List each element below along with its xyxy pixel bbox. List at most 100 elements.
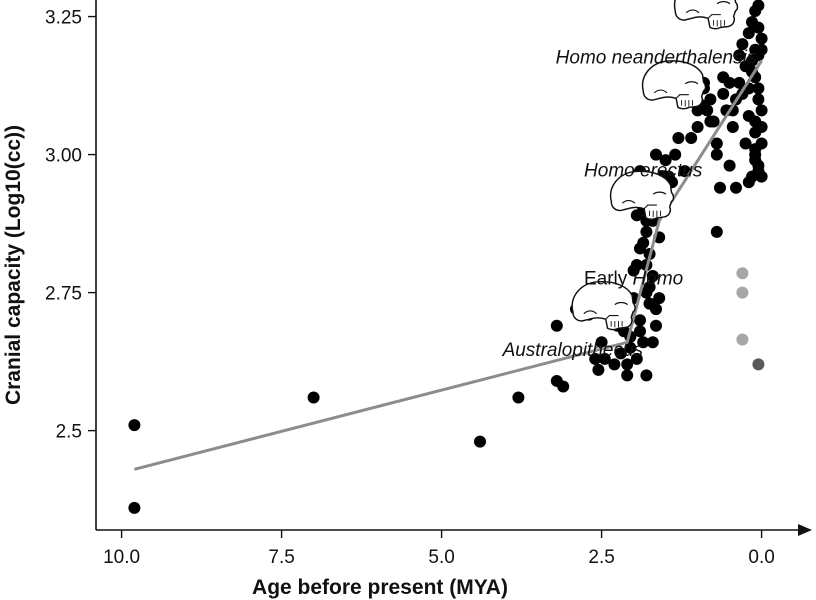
x-axis-title: Age before present (MYA) [252,576,508,599]
y-tick-label: 3.25 [45,8,82,29]
label-early-homo: Early Homo [584,268,683,289]
data-point [650,148,662,161]
data-point [736,38,749,51]
data-point [669,148,682,161]
data-point [640,369,653,382]
label-part: Homo [633,268,684,289]
data-point [752,0,765,12]
data-point [630,259,643,271]
x-tick-label: 2.5 [588,547,614,568]
data-point [742,109,755,122]
data-point [643,297,656,310]
data-point [474,435,486,448]
y-ticks: 2.5 2.75 3.00 3.25 [45,8,96,443]
data-point [710,148,723,161]
data-point [742,27,755,40]
data-point [714,181,726,194]
data-point [659,154,672,167]
label-homo-neanderthalensis: Homo neanderthalensis [556,47,757,68]
data-point [752,358,765,371]
data-point [646,336,659,349]
data-point [746,54,758,67]
homo-neanderthalensis-skull-icon [673,0,739,30]
data-point [128,501,141,514]
data-point [755,120,768,133]
data-point [512,391,525,404]
data-point [637,336,650,349]
data-point [736,333,749,346]
data-point [614,347,627,360]
data-point [550,319,563,332]
y-tick-label: 2.5 [56,422,82,443]
data-point [755,43,768,56]
data-point [624,341,637,354]
data-point [634,314,646,327]
data-point [749,154,762,167]
x-tick-label: 10.0 [103,547,140,568]
label-part: Homo erectus [584,161,703,182]
data-point [752,82,765,95]
data-point [726,120,739,133]
data-point [685,132,698,145]
data-point [630,352,643,365]
data-point [634,242,646,255]
x-tick-label: 5.0 [428,547,454,568]
data-point [672,132,685,145]
data-point [646,270,659,283]
data-point [755,170,768,183]
data-point [755,32,768,45]
label-part: Early [584,268,633,289]
x-axis-arrowhead [798,524,812,536]
data-point [701,104,714,117]
data-point [643,281,656,294]
data-point [723,76,736,89]
data-point [704,93,717,106]
label-part: Homo neanderthalensis [556,47,757,68]
x-tick-label: 0.0 [748,547,774,568]
data-point [653,292,666,305]
species-labels: Australopithecus Early Homo Homo erectus Ho… [502,47,757,361]
axes [95,0,812,536]
x-ticks: 10.0 7.5 5.0 2.5 0.0 [103,530,775,568]
trend-line [134,59,763,471]
data-point [733,49,746,62]
data-point [640,225,653,238]
data-point [307,391,320,404]
label-homo-erectus: Homo erectus [584,161,703,182]
data-point [589,352,602,365]
data-point [730,181,742,194]
data-point [691,120,704,133]
data-point [710,225,723,238]
data-point [717,87,730,100]
trend-line-layer [134,59,763,471]
data-point [723,159,736,172]
data-point [752,93,765,106]
data-point [128,419,141,432]
y-axis-title: Cranial capacity (Log10(cc)) [2,125,25,405]
data-point [726,104,739,117]
data-point [595,336,608,349]
x-tick-label: 7.5 [268,547,294,568]
data-point [598,352,611,365]
data-point [752,21,765,34]
data-point [650,319,662,332]
data-point [704,115,717,128]
data-point [736,286,749,299]
data-point [733,76,746,89]
data-point [736,267,749,280]
data-point [592,363,605,376]
data-point [557,380,570,393]
data-point [755,104,768,117]
data-point [634,325,646,338]
y-tick-label: 3.00 [45,146,82,167]
data-point [621,369,634,382]
y-tick-label: 2.75 [45,284,82,305]
label-part: Australopithecus [502,340,644,361]
label-australopithecus: Australopithecus [502,340,644,361]
data-point [739,137,752,150]
data-point [630,209,643,222]
data-point [621,358,634,371]
data-point [608,358,621,371]
data-point [710,137,723,150]
